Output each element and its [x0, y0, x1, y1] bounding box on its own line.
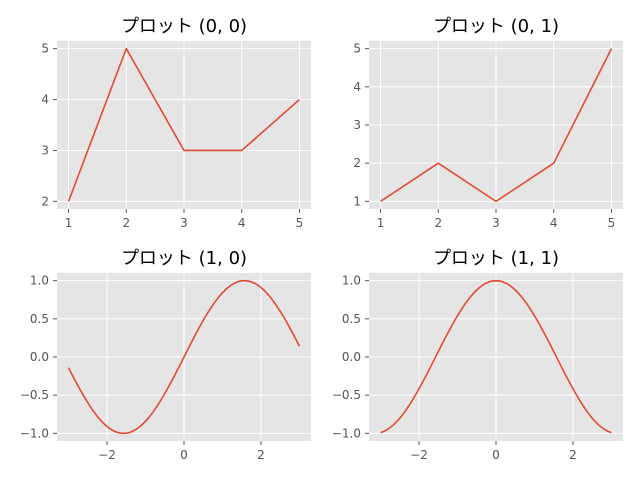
- x-tick-label: 5: [296, 216, 304, 230]
- x-tick-label: 3: [492, 216, 500, 230]
- x-tick-label: 1: [377, 216, 385, 230]
- series-line: [67, 279, 301, 435]
- x-tick-label: 1: [65, 216, 73, 230]
- y-tick-label: 0.5: [30, 312, 49, 326]
- x-tick-label: 0: [180, 448, 188, 462]
- y-tick-label: 1.0: [30, 274, 49, 288]
- subplot-1-0: −2 0 2 −1.0 −0.5 0.0 0.5 1.0 プロット (1, 0): [20, 248, 311, 462]
- y-tick-label: 2: [41, 194, 49, 208]
- series-line: [380, 48, 613, 203]
- y-tick-label: −0.5: [332, 388, 361, 402]
- subplot-1-1: −2 0 2 −1.0 −0.5 0.0 0.5 1.0 プロット (1, 1): [332, 248, 623, 462]
- x-tick-label: 2: [257, 448, 265, 462]
- subplot-0-1: 1 2 3 4 5 1 2 3 4 5 プロット (0, 1): [353, 16, 623, 230]
- y-tick-label: 4: [353, 80, 361, 94]
- x-tick-label: 4: [550, 216, 558, 230]
- x-tick-label: 2: [434, 216, 442, 230]
- y-tick-label: 1.0: [342, 274, 361, 288]
- x-tick-label: 2: [122, 216, 130, 230]
- y-tick-label: 3: [353, 118, 361, 132]
- series-line: [67, 47, 300, 202]
- y-tick-label: 5: [41, 42, 49, 56]
- y-tick-label: 3: [41, 143, 49, 157]
- y-tick-label: 5: [353, 42, 361, 56]
- x-tick-label: 2: [569, 448, 577, 462]
- y-tick-label: 0.0: [342, 350, 361, 364]
- series-line: [380, 279, 612, 434]
- y-tick-label: 0.0: [30, 350, 49, 364]
- y-tick-label: −1.0: [332, 426, 361, 440]
- x-tick-label: −2: [410, 448, 428, 462]
- y-tick-label: 2: [353, 156, 361, 170]
- y-tick-label: −0.5: [20, 388, 49, 402]
- x-tick-label: 3: [180, 216, 188, 230]
- x-tick-label: 4: [238, 216, 246, 230]
- y-tick-label: −1.0: [20, 426, 49, 440]
- subplot-title: プロット (1, 0): [121, 248, 247, 269]
- subplot-0-0: 1 2 3 4 5 2 3 4 5 プロット (0, 0): [41, 16, 311, 230]
- x-tick-label: 5: [608, 216, 616, 230]
- subplot-title: プロット (0, 0): [121, 16, 247, 37]
- y-tick-label: 4: [41, 93, 49, 107]
- y-tick-label: 0.5: [342, 312, 361, 326]
- y-tick-label: 1: [353, 194, 361, 208]
- subplot-title: プロット (0, 1): [433, 16, 559, 37]
- x-tick-label: 0: [492, 448, 500, 462]
- subplot-title: プロット (1, 1): [433, 248, 559, 269]
- x-tick-label: −2: [98, 448, 116, 462]
